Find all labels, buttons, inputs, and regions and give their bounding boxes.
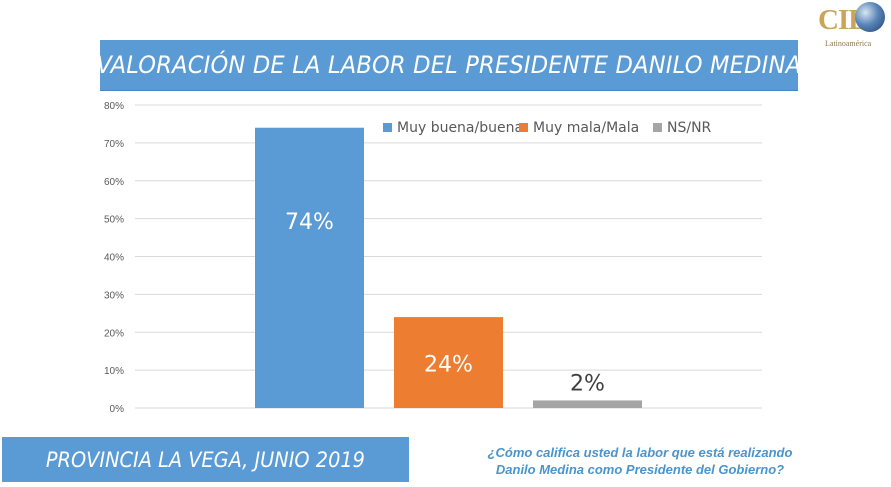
y-tick-label: 70%: [104, 139, 124, 150]
y-tick-label: 40%: [104, 253, 124, 264]
y-tick-label: 60%: [104, 177, 124, 188]
legend-label: Muy buena/buena: [397, 120, 523, 136]
data-labels: 74% 24% 2%: [285, 210, 605, 396]
y-axis-ticks: 0% 10% 20% 30% 40% 50% 60% 70% 80%: [104, 101, 124, 415]
y-tick-label: 50%: [104, 215, 124, 226]
y-tick-label: 20%: [104, 328, 124, 339]
globe-icon: [855, 2, 885, 32]
data-label: 2%: [570, 371, 605, 396]
y-tick-label: 30%: [104, 290, 124, 301]
y-tick-label: 80%: [104, 101, 124, 112]
legend: Muy buena/buena Muy mala/Mala NS/NR: [383, 120, 712, 136]
location-date: PROVINCIA LA VEGA, JUNIO 2019: [45, 447, 366, 472]
legend-label: Muy mala/Mala: [533, 120, 639, 136]
y-tick-label: 0%: [110, 404, 125, 415]
bar: [533, 400, 642, 408]
bar: [255, 127, 364, 408]
location-date-banner: PROVINCIA LA VEGA, JUNIO 2019: [2, 437, 409, 482]
question-line-2: Danilo Medina como Presidente del Gobier…: [495, 462, 785, 477]
y-tick-label: 10%: [104, 366, 124, 377]
bars: [255, 127, 642, 408]
survey-question: ¿Cómo califica usted la labor que está r…: [440, 444, 840, 478]
data-label: 24%: [424, 353, 473, 378]
legend-label: NS/NR: [667, 120, 712, 136]
bar: [394, 317, 503, 408]
legend-swatch: [383, 123, 392, 132]
data-label: 74%: [285, 210, 334, 235]
legend-swatch: [653, 123, 662, 132]
logo-subtitle: Latinoamérica: [825, 39, 872, 48]
title-banner: VALORACIÓN DE LA LABOR DEL PRESIDENTE DA…: [97, 40, 801, 91]
legend-swatch: [519, 123, 528, 132]
question-line-1: ¿Cómo califica usted la labor que está r…: [487, 445, 793, 460]
chart-title: VALORACIÓN DE LA LABOR DEL PRESIDENTE DA…: [96, 51, 802, 79]
cid-logo: CID Latinoamérica: [818, 2, 890, 54]
